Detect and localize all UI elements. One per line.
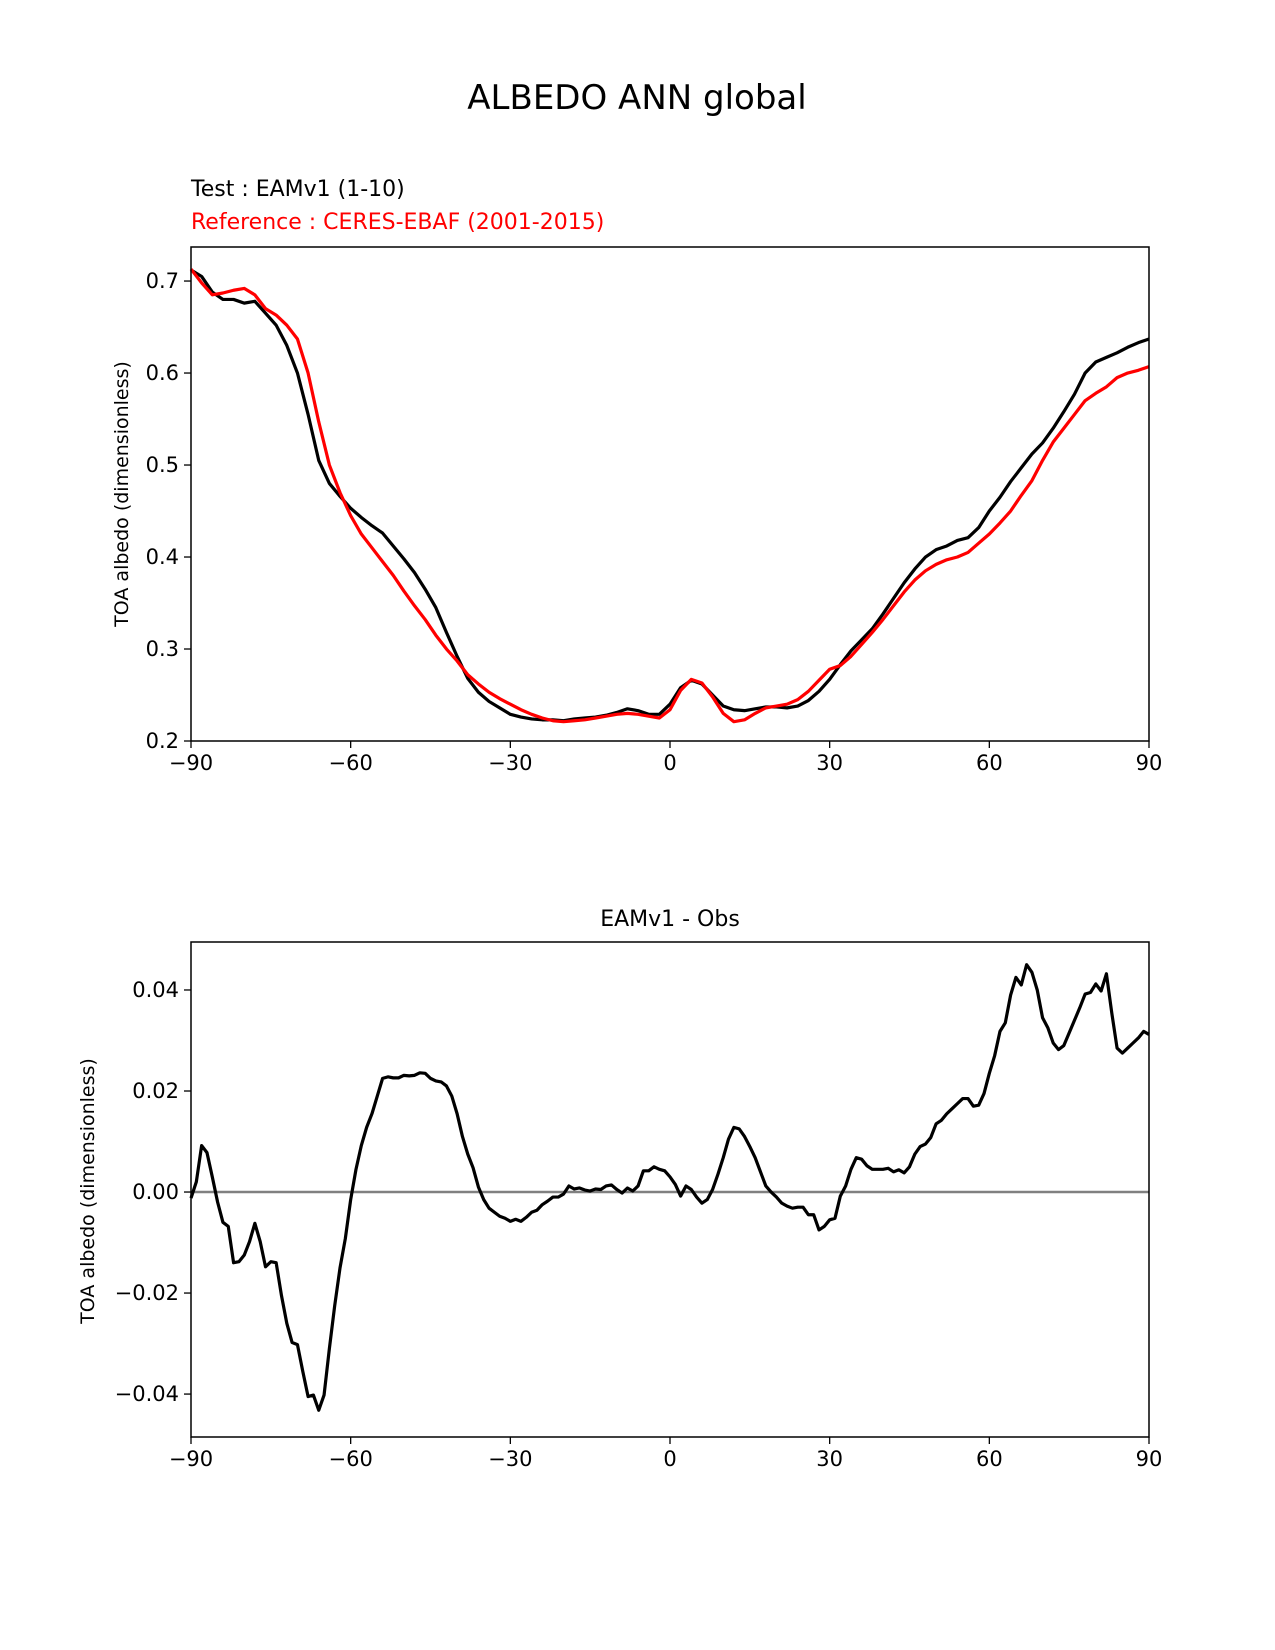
y-tick-label: 0.5	[146, 453, 179, 477]
series-line-0	[189, 963, 1150, 1412]
y-tick-label: 0.02	[132, 1079, 179, 1103]
plot-frame	[190, 246, 1150, 742]
y-axis-label: TOA albedo (dimensionless)	[111, 361, 133, 628]
x-tick-label: 90	[1136, 1447, 1163, 1471]
reference-label: Reference : CERES-EBAF (2001-2015)	[191, 210, 604, 235]
y-tick-label: 0.00	[132, 1180, 179, 1204]
y-tick-label: 0.4	[146, 545, 179, 569]
series-line-0	[190, 268, 1150, 723]
top-panel: Test : EAMv1 (1-10) Reference : CERES-EB…	[111, 177, 1162, 775]
y-tick-label: −0.02	[115, 1281, 179, 1305]
y-axis-label: TOA albedo (dimensionless)	[77, 1058, 99, 1325]
x-tick-label: 90	[1136, 751, 1163, 775]
x-tick-label: 30	[816, 1447, 843, 1471]
y-tick-label: 0.04	[132, 978, 179, 1002]
y-tick-label: 0.2	[146, 729, 179, 753]
figure-title: ALBEDO ANN global	[467, 78, 806, 118]
panel-title: EAMv1 - Obs	[600, 907, 740, 932]
x-tick-label: −90	[169, 1447, 213, 1471]
x-tick-label: 30	[816, 751, 843, 775]
y-tick-label: 0.7	[146, 269, 179, 293]
series-line-1	[189, 268, 1150, 724]
x-tick-label: 60	[976, 751, 1003, 775]
x-tick-label: 60	[976, 1447, 1003, 1471]
x-tick-label: −60	[329, 1447, 373, 1471]
plot-frame	[190, 941, 1150, 1438]
x-tick-label: −30	[488, 1447, 532, 1471]
y-tick-label: 0.6	[146, 361, 179, 385]
x-tick-label: −30	[488, 751, 532, 775]
bottom-panel: EAMv1 - Obs TOA albedo (dimensionless) −…	[77, 907, 1162, 1471]
y-tick-label: 0.3	[146, 637, 179, 661]
x-tick-label: −90	[169, 751, 213, 775]
x-tick-label: 0	[663, 751, 676, 775]
y-tick-label: −0.04	[115, 1382, 179, 1406]
x-tick-label: −60	[329, 751, 373, 775]
test-label: Test : EAMv1 (1-10)	[190, 177, 405, 202]
x-tick-label: 0	[663, 1447, 676, 1471]
